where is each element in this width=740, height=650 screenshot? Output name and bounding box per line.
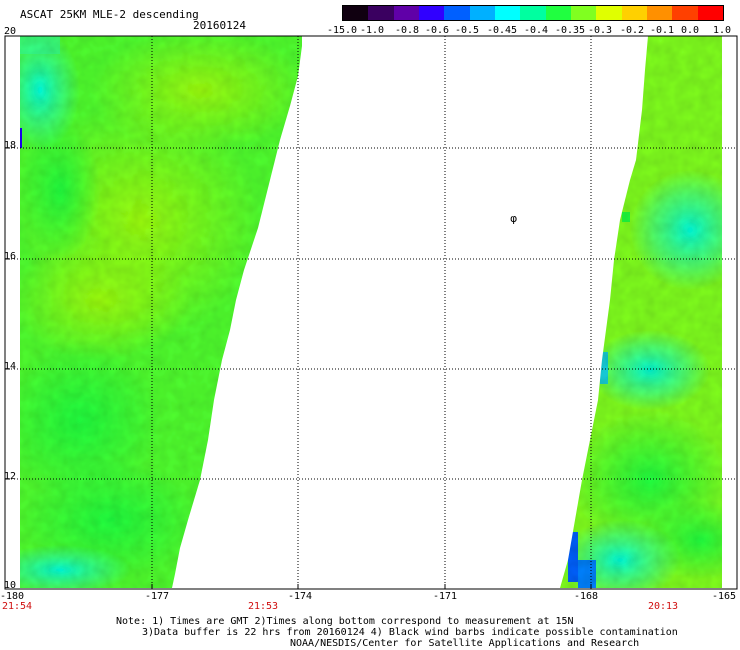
colorbar-label: -0.35 [554,25,586,36]
product-title: ASCAT 25KM MLE-2 descending [20,8,199,21]
colorbar-label: -0.5 [454,25,480,36]
map-frame [4,35,738,590]
lat-label: 14 [4,361,17,372]
note-line-2: 3)Data buffer is 22 hrs from 20160124 4)… [142,627,678,638]
left-swath [20,36,302,588]
lat-label: 18 [4,140,17,151]
lon-label: -177 [144,591,170,602]
map-grid [5,36,737,589]
colorbar-segment [393,6,419,20]
colorbar-segment [545,6,571,20]
colorbar-label: -15.0 [326,25,358,36]
colorbar-segment [672,6,698,20]
product-date: 20160124 [193,19,246,32]
colorbar-label: -0.4 [523,25,549,36]
right-swath [560,36,722,588]
colorbar-label: 1.0 [712,25,732,36]
lon-label: -168 [573,591,599,602]
pass-time: 21:54 [1,601,33,612]
colorbar-label: -0.6 [424,25,450,36]
colorbar-segment [520,6,546,20]
colorbar-segment [570,6,597,20]
colorbar-segment [418,6,445,20]
colorbar-segment [596,6,622,20]
colorbar-label: -0.45 [486,25,518,36]
colorbar-segment [343,6,369,20]
colorbar-segment [444,6,470,20]
lat-label: 20 [4,26,17,37]
lon-label: -165 [711,591,737,602]
axis-ticks [5,147,592,589]
note-line-3: NOAA/NESDIS/Center for Satellite Applica… [290,638,640,649]
colorbar-label: -0.1 [649,25,675,36]
colorbar-segment [621,6,647,20]
lon-label: -171 [432,591,458,602]
colorbar-segment [368,6,394,20]
colorbar-label: -0.8 [394,25,420,36]
colorbar-label: -0.3 [587,25,613,36]
colorbar-label: -1.0 [359,25,385,36]
colorbar [342,5,724,21]
lat-label: 10 [4,580,17,591]
colorbar-segment [697,6,723,20]
pass-time: 20:13 [647,601,679,612]
island-marker: φ [510,212,517,225]
lon-label: -180 [0,591,25,602]
lat-label: 16 [4,251,17,262]
colorbar-label: 0.0 [680,25,700,36]
note-line-1: Note: 1) Times are GMT 2)Times along bot… [116,616,574,627]
lat-label: 12 [4,471,17,482]
colorbar-segment [646,6,673,20]
colorbar-tick-labels: -15.0 -1.0 -0.8 -0.6 -0.5 -0.45 -0.4 -0.… [326,25,740,37]
colorbar-segment [494,6,521,20]
colorbar-label: -0.2 [619,25,645,36]
colorbar-segment [469,6,495,20]
pass-time: 21:53 [247,601,279,612]
lon-label: -174 [287,591,313,602]
